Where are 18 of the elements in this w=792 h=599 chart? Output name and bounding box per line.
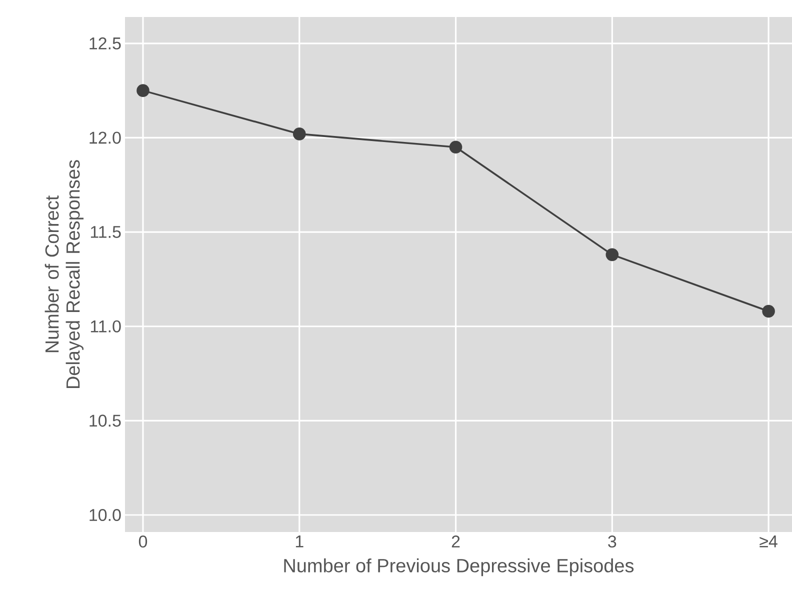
y-axis-title: Number of Correct Delayed Recall Responses [44, 160, 84, 388]
point [136, 84, 150, 97]
x-tick-label: 3 [608, 536, 616, 548]
y-tick-label: 11.0 [90, 320, 121, 332]
point [449, 140, 462, 154]
point [762, 304, 775, 318]
y-tick-label: 12.5 [90, 37, 121, 50]
x-tick-label: 1 [296, 536, 304, 548]
y-tick-label: 10.5 [90, 414, 121, 427]
y-tick-label: 11.5 [90, 226, 121, 238]
point [606, 248, 619, 262]
point [292, 128, 306, 140]
y-tick-label: 10.0 [90, 508, 121, 522]
x-axis-title: Number of Previous Depressive Episodes [284, 558, 634, 576]
x-tick-label: 0 [138, 536, 148, 548]
x-tick-label: ≥4 [760, 536, 778, 548]
x-tick-label: 2 [452, 536, 460, 548]
y-tick-label: 12.0 [90, 132, 121, 144]
